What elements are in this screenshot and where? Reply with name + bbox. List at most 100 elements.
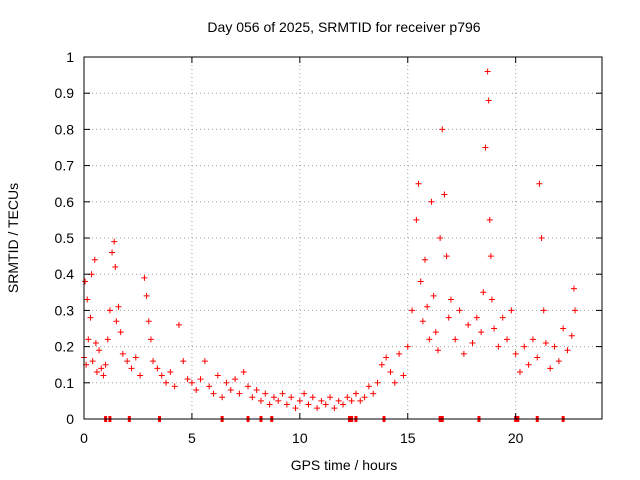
data-point bbox=[184, 376, 191, 383]
data-point bbox=[201, 358, 208, 365]
data-point bbox=[473, 314, 480, 321]
y-tick-label: 0.7 bbox=[55, 158, 75, 174]
data-point bbox=[223, 379, 230, 386]
data-point bbox=[516, 368, 523, 375]
data-point bbox=[335, 397, 342, 404]
grid-lines bbox=[84, 57, 602, 419]
x-tick-label: 20 bbox=[508, 430, 524, 446]
data-point bbox=[478, 329, 485, 336]
x-tick-label: 0 bbox=[80, 430, 88, 446]
data-point bbox=[564, 347, 571, 354]
data-point bbox=[456, 307, 463, 314]
data-point bbox=[387, 368, 394, 375]
data-point bbox=[112, 263, 119, 270]
data-point bbox=[491, 325, 498, 332]
data-point bbox=[512, 350, 519, 357]
y-tick-label: 1 bbox=[66, 49, 74, 65]
data-point bbox=[441, 191, 448, 198]
data-point bbox=[482, 144, 489, 151]
data-point bbox=[124, 358, 131, 365]
data-point bbox=[378, 361, 385, 368]
data-point bbox=[279, 390, 286, 397]
data-point bbox=[439, 126, 446, 133]
data-point bbox=[82, 278, 89, 285]
data-point bbox=[301, 390, 308, 397]
data-point bbox=[344, 394, 351, 401]
x-tick-label: 5 bbox=[188, 430, 196, 446]
data-point bbox=[487, 253, 494, 260]
data-point bbox=[262, 390, 269, 397]
data-point bbox=[266, 401, 273, 408]
y-tick-label: 0.4 bbox=[55, 266, 75, 282]
data-point bbox=[115, 303, 122, 310]
data-point bbox=[98, 365, 105, 372]
data-point bbox=[283, 401, 290, 408]
data-point bbox=[109, 249, 116, 256]
y-axis-label: SRMTID / TECUs bbox=[5, 183, 21, 293]
data-point bbox=[232, 376, 239, 383]
data-point bbox=[422, 256, 429, 263]
data-point bbox=[370, 390, 377, 397]
data-point bbox=[525, 361, 532, 368]
data-points bbox=[81, 68, 579, 412]
data-point bbox=[236, 390, 243, 397]
data-point bbox=[437, 235, 444, 241]
y-tick-label: 0.8 bbox=[55, 121, 75, 137]
data-point bbox=[91, 256, 98, 263]
data-point bbox=[374, 379, 381, 386]
data-point bbox=[111, 238, 118, 245]
data-point bbox=[547, 365, 554, 372]
data-point bbox=[361, 394, 368, 401]
data-point bbox=[145, 318, 152, 325]
data-point bbox=[219, 394, 226, 401]
data-point bbox=[534, 354, 541, 361]
data-point bbox=[434, 347, 441, 354]
axis-ticks: 00.10.20.30.40.50.60.70.80.910 5 10 15 20 bbox=[55, 49, 602, 446]
data-point bbox=[340, 401, 346, 408]
data-point bbox=[551, 343, 558, 350]
data-point bbox=[352, 390, 359, 397]
data-point bbox=[396, 350, 403, 357]
data-point bbox=[227, 387, 234, 394]
data-point bbox=[357, 397, 364, 404]
data-point bbox=[171, 383, 178, 390]
data-point bbox=[488, 296, 495, 303]
data-point bbox=[383, 354, 390, 361]
data-point bbox=[141, 274, 148, 281]
y-tick-label: 0.2 bbox=[55, 339, 75, 355]
data-point bbox=[424, 303, 431, 310]
data-point bbox=[275, 397, 282, 404]
data-point bbox=[443, 253, 450, 260]
data-point bbox=[504, 336, 511, 343]
data-point bbox=[245, 383, 252, 390]
data-point bbox=[154, 365, 161, 372]
data-point bbox=[426, 336, 433, 343]
data-point bbox=[92, 339, 99, 346]
data-point bbox=[432, 329, 439, 336]
data-point bbox=[540, 307, 547, 314]
data-point bbox=[85, 336, 92, 343]
data-point bbox=[89, 358, 96, 365]
chart-title: Day 056 of 2025, SRMTID for receiver p79… bbox=[207, 19, 480, 35]
data-point bbox=[572, 307, 579, 314]
data-point bbox=[555, 358, 562, 365]
data-point bbox=[150, 358, 157, 365]
y-tick-label: 0.6 bbox=[55, 194, 75, 210]
data-point bbox=[499, 314, 506, 321]
data-point bbox=[288, 394, 295, 401]
y-tick-label: 0.9 bbox=[55, 85, 75, 101]
data-point bbox=[409, 307, 416, 314]
data-point bbox=[529, 336, 536, 343]
data-point bbox=[104, 336, 111, 343]
data-point bbox=[413, 216, 420, 223]
data-point bbox=[484, 68, 491, 75]
data-point bbox=[128, 365, 135, 372]
data-point bbox=[96, 347, 103, 354]
data-point bbox=[309, 394, 316, 401]
y-tick-label: 0.5 bbox=[55, 230, 75, 246]
data-point bbox=[106, 307, 113, 314]
data-point bbox=[113, 318, 120, 325]
data-point bbox=[400, 372, 407, 379]
data-point bbox=[391, 379, 398, 386]
data-point bbox=[143, 292, 150, 299]
